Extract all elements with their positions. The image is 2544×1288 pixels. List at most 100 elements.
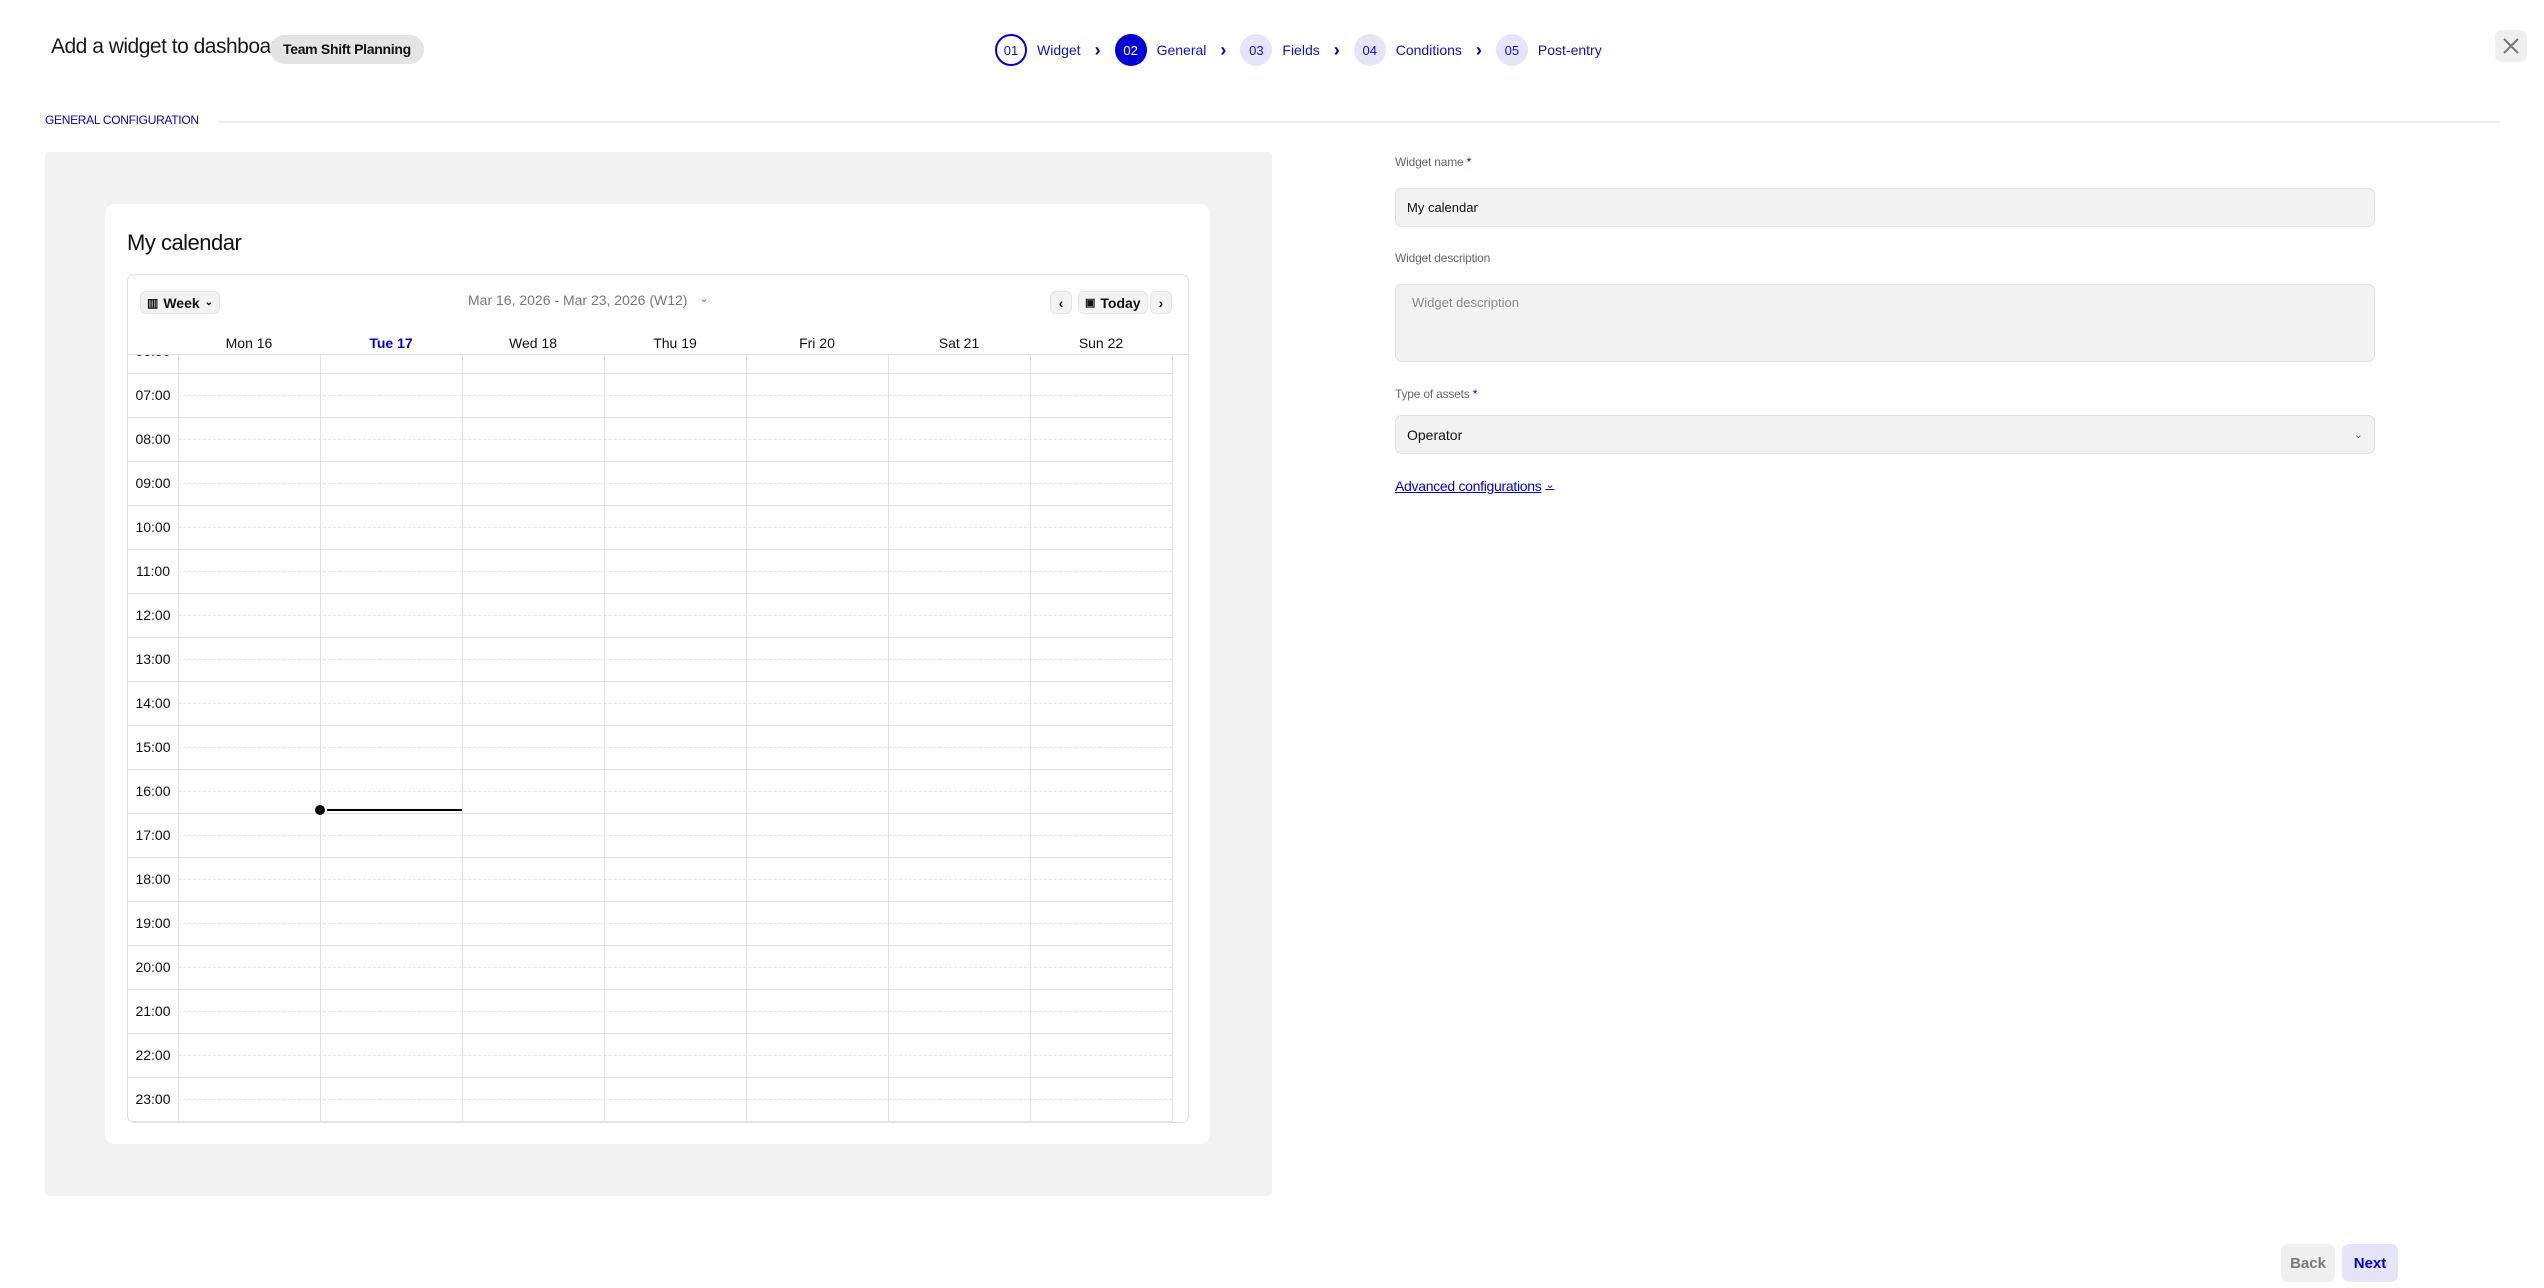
assets-type-label: Type of assets * [1395, 387, 1478, 401]
hour-label: 23:00 [135, 1091, 171, 1107]
hour-line [178, 483, 1172, 484]
step-label: Conditions [1395, 42, 1462, 58]
day-header[interactable]: Tue 17 [369, 335, 413, 351]
step-label: Widget [1037, 42, 1081, 58]
hour-label: 19:00 [135, 915, 171, 931]
hour-label: 21:00 [135, 1003, 171, 1019]
day-column-line [320, 355, 321, 1122]
today-button[interactable]: ▣ Today [1078, 291, 1148, 314]
dashboard-badge: Team Shift Planning [270, 35, 424, 64]
step-label: Fields [1282, 42, 1320, 58]
hour-label: 14:00 [135, 695, 171, 711]
chevron-right-icon: › [1220, 39, 1227, 60]
calendar-icon: ▣ [1085, 297, 1096, 309]
page-title: Add a widget to dashboard [51, 35, 289, 58]
hour-label: 17:00 [135, 827, 171, 843]
day-column-line [746, 355, 747, 1122]
columns-icon: ▥ [147, 295, 159, 310]
step-label: Post-entry [1537, 42, 1602, 58]
step-general[interactable]: 02 General [1114, 34, 1207, 66]
prev-week-button[interactable]: ‹ [1050, 291, 1072, 314]
hour-line [178, 791, 1172, 792]
chevron-right-icon: › [1333, 39, 1340, 60]
hour-line [178, 879, 1172, 880]
widget-preview-card [105, 204, 1210, 1144]
description-placeholder: Widget description [1412, 295, 1519, 310]
widget-description-textarea[interactable]: Widget description [1395, 284, 2375, 362]
hour-line [178, 1011, 1172, 1012]
hour-line [178, 967, 1172, 968]
chevron-right-icon: › [1094, 39, 1101, 60]
hour-line [178, 835, 1172, 836]
half-hour-line [128, 681, 1172, 682]
day-header[interactable]: Thu 19 [653, 335, 697, 351]
back-button[interactable]: Back [2281, 1244, 2335, 1282]
half-hour-line [128, 417, 1172, 418]
half-hour-line [128, 1077, 1172, 1078]
step-label: General [1156, 42, 1207, 58]
hour-line [178, 659, 1172, 660]
widget-title: My calendar [127, 230, 242, 255]
hour-label: 15:00 [135, 739, 171, 755]
close-button[interactable] [2495, 30, 2527, 62]
step-fields[interactable]: 03 Fields [1240, 34, 1320, 66]
widget-name-input[interactable]: My calendar [1395, 188, 2375, 227]
half-hour-line [128, 593, 1172, 594]
hour-label: 09:00 [135, 475, 171, 491]
section-title: GENERAL CONFIGURATION [45, 113, 199, 127]
half-hour-line [128, 857, 1172, 858]
day-header[interactable]: Fri 20 [799, 335, 835, 351]
assets-type-select[interactable]: Operator ⌄ [1395, 415, 2375, 454]
hour-line [178, 395, 1172, 396]
hour-line [178, 571, 1172, 572]
view-label: Week [163, 294, 200, 311]
day-header[interactable]: Wed 18 [509, 335, 557, 351]
step-number: 01 [995, 34, 1027, 66]
hour-label: 22:00 [135, 1047, 171, 1063]
day-column-line [888, 355, 889, 1122]
date-range-select[interactable]: Mar 16, 2026 - Mar 23, 2026 (W12) ⌄ [468, 292, 709, 308]
next-week-button[interactable]: › [1150, 291, 1172, 314]
step-widget[interactable]: 01 Widget [995, 34, 1081, 66]
day-header[interactable]: Sat 21 [938, 335, 980, 351]
day-column-line [462, 355, 463, 1122]
hour-label: 08:00 [135, 431, 171, 447]
scrollbar[interactable] [1172, 355, 1188, 1122]
half-hour-line [128, 769, 1172, 770]
day-column-line [178, 355, 179, 1122]
step-number: 02 [1114, 34, 1147, 66]
hour-label: 10:00 [135, 519, 171, 535]
half-hour-line [128, 945, 1172, 946]
chevron-down-icon: ⌄ [2353, 429, 2363, 441]
view-select[interactable]: ▥ Week ⌄ [140, 291, 221, 314]
widget-description-label: Widget description [1395, 251, 1491, 265]
day-header[interactable]: Mon 16 [225, 335, 273, 351]
day-column-line [604, 355, 605, 1122]
step-conditions[interactable]: 04 Conditions [1353, 34, 1462, 66]
day-column-line [1030, 355, 1031, 1122]
date-range-label: Mar 16, 2026 - Mar 23, 2026 (W12) [468, 292, 688, 308]
day-header[interactable]: Sun 22 [1078, 335, 1124, 351]
advanced-configurations-link[interactable]: Advanced configurations ⌄ [1395, 478, 1555, 494]
hour-line [178, 923, 1172, 924]
calendar-grid[interactable]: 06:00 07:00 08:00 09:00 10:00 11:00 12:00 13:00… [128, 354, 1188, 1122]
half-hour-line [128, 989, 1172, 990]
next-button[interactable]: Next [2342, 1244, 2398, 1282]
hour-line [178, 1099, 1172, 1100]
hour-line [178, 747, 1172, 748]
hour-line [178, 439, 1172, 440]
day-column-line [1172, 355, 1173, 1122]
hour-label: 06:00 [128, 355, 178, 359]
hour-label: 13:00 [135, 651, 171, 667]
chevron-right-icon: › [1475, 39, 1482, 60]
step-post-entry[interactable]: 05 Post-entry [1495, 34, 1602, 66]
hour-label: 12:00 [135, 607, 171, 623]
current-time-line [327, 809, 462, 812]
half-hour-line [128, 1121, 1172, 1122]
stepper: 01 Widget › 02 General › 03 Fields › 04 Conditions… [995, 34, 1602, 66]
chevron-right-icon: › [1158, 294, 1164, 311]
step-number: 03 [1240, 34, 1273, 66]
hour-line [178, 1055, 1172, 1056]
hour-label: 18:00 [135, 871, 171, 887]
half-hour-line [128, 813, 1172, 814]
